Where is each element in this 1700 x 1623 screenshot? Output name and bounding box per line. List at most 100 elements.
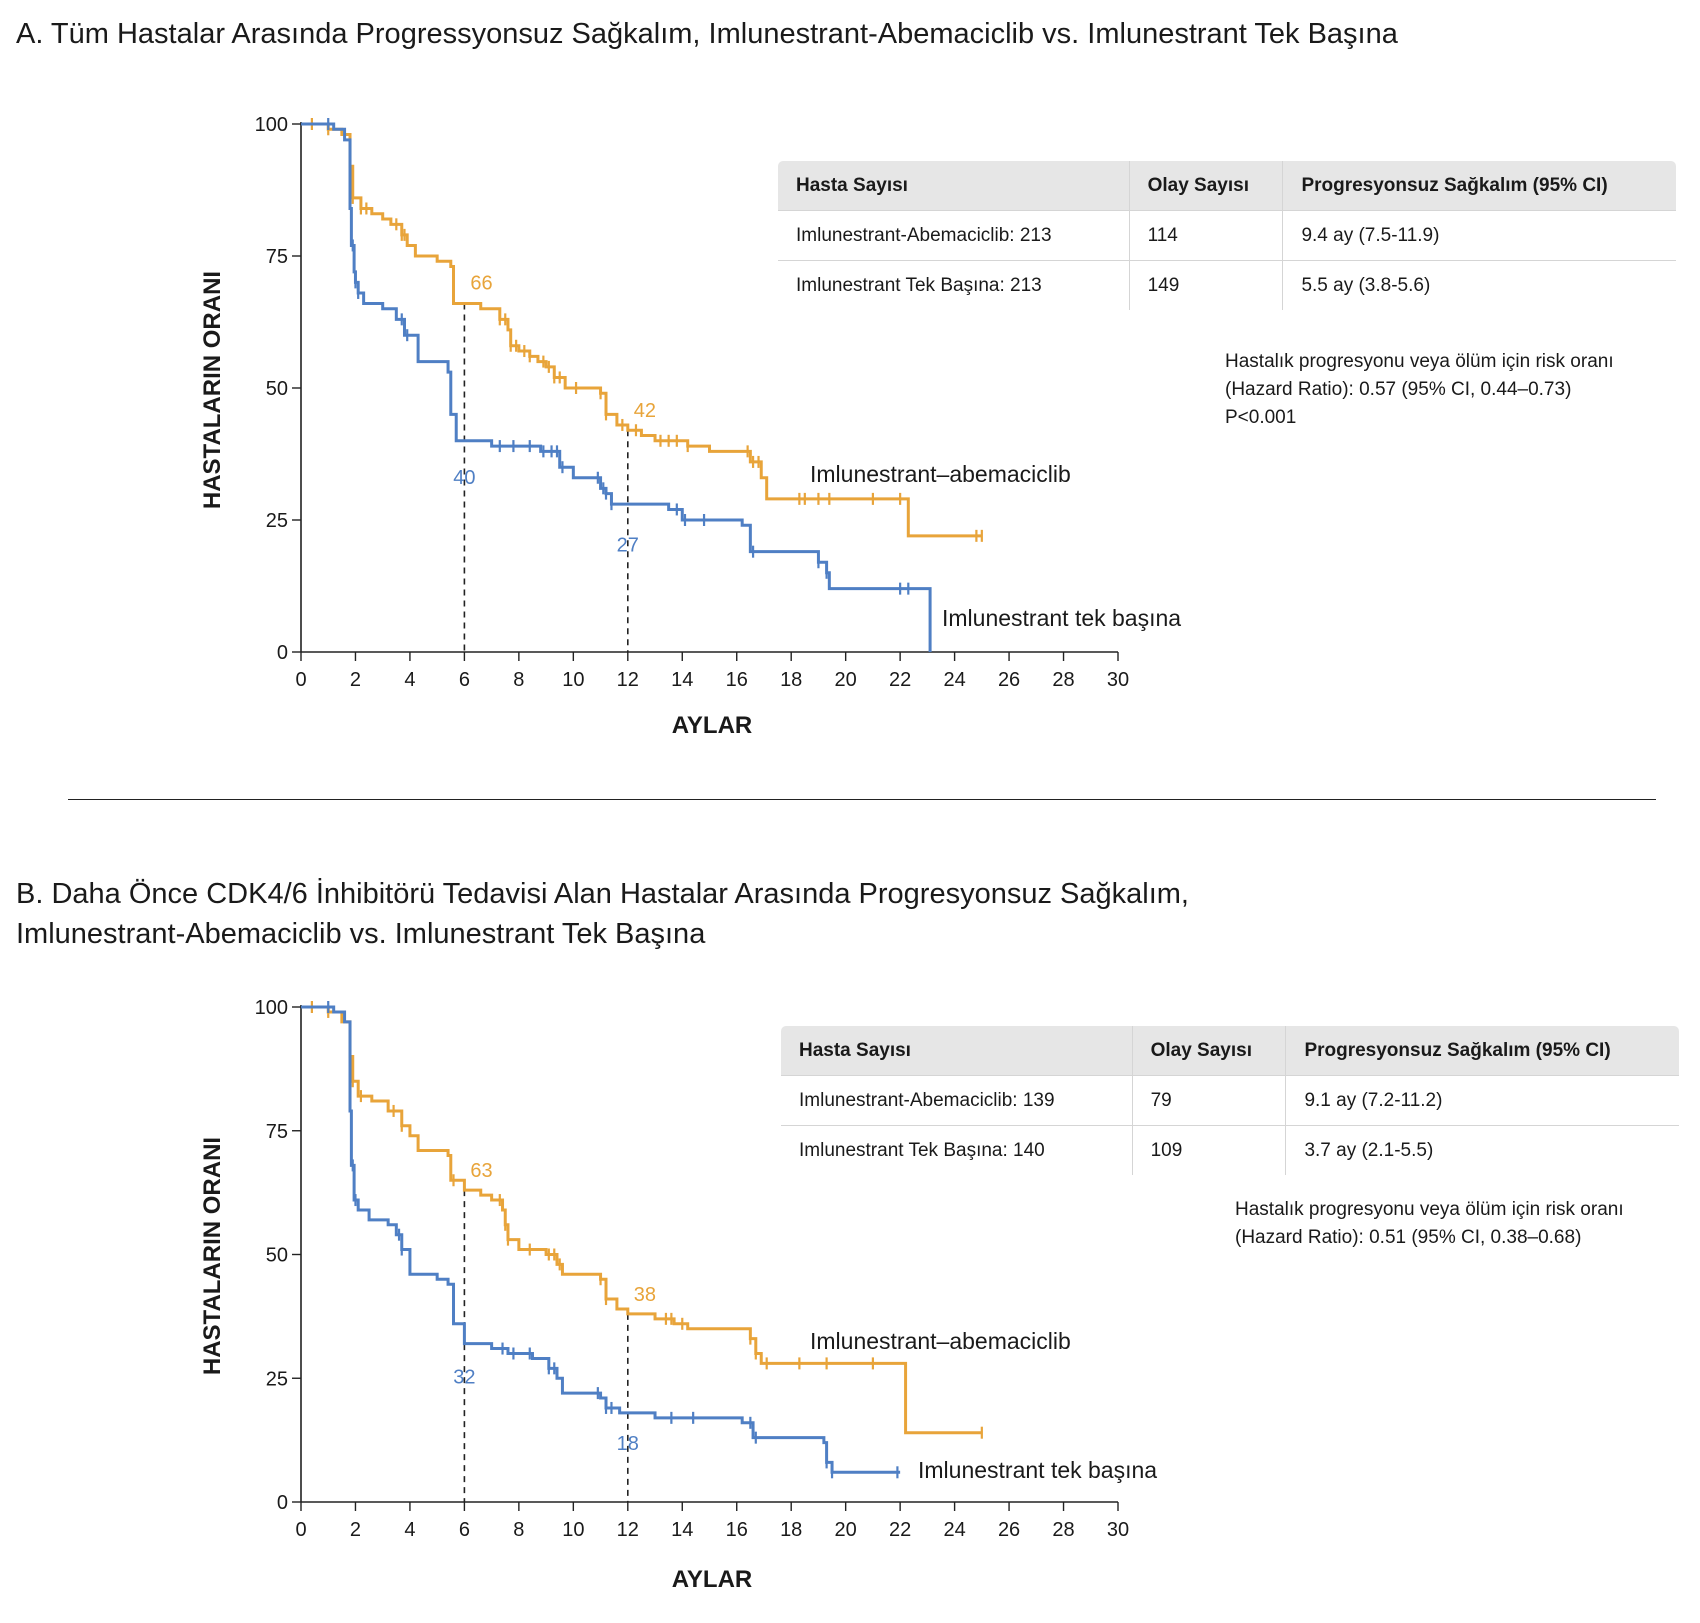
x-tick-label: 18: [780, 669, 802, 691]
x-tick-label: 26: [998, 1519, 1020, 1541]
x-tick-label: 14: [671, 1519, 693, 1541]
x-tick-label: 6: [459, 1519, 470, 1541]
table-header-row: Hasta Sayısı Olay Sayısı Progresyonsuz S…: [778, 161, 1676, 211]
x-tick-label: 4: [404, 669, 415, 691]
table-cell: 3.7 ay (2.1-5.5): [1285, 1125, 1679, 1175]
y-tick-label: 100: [255, 997, 288, 1019]
landmark-value-label: 32: [453, 1367, 475, 1389]
y-tick-label: 50: [266, 1245, 288, 1267]
hazard-line: Hastalık progresyonu veya ölüm için risk…: [1235, 1199, 1624, 1220]
x-tick-label: 10: [562, 1519, 584, 1541]
table-row: Imlunestrant-Abemaciclib: 213 114 9.4 ay…: [778, 210, 1676, 261]
landmark-value-label: 66: [470, 273, 492, 295]
hazard-line: (Hazard Ratio): 0.51 (95% CI, 0.38–0.68): [1235, 1227, 1582, 1248]
x-tick-label: 20: [835, 1519, 857, 1541]
x-tick-label: 0: [295, 669, 306, 691]
panel-divider: [68, 799, 1656, 800]
x-tick-label: 2: [350, 1519, 361, 1541]
x-tick-label: 8: [513, 1519, 524, 1541]
x-tick-label: 26: [998, 669, 1020, 691]
landmark-value-label: 27: [617, 534, 639, 556]
p-value: P<0.001: [1225, 407, 1297, 428]
series-label: Imlunestrant–abemaciclib: [810, 461, 1071, 487]
y-tick-label: 50: [266, 378, 288, 400]
x-axis-title: AYLAR: [672, 712, 752, 739]
hazard-line: (Hazard Ratio): 0.57 (95% CI, 0.44–0.73): [1225, 379, 1572, 400]
x-tick-label: 12: [617, 1519, 639, 1541]
panel-b-summary-table: Hasta Sayısı Olay Sayısı Progresyonsuz S…: [780, 1025, 1680, 1176]
table-header-row: Hasta Sayısı Olay Sayısı Progresyonsuz S…: [781, 1026, 1679, 1076]
curve-imlunestrant-alone: [301, 1005, 901, 1474]
x-tick-label: 30: [1107, 1519, 1129, 1541]
y-tick-label: 75: [266, 1121, 288, 1143]
panel-b-title-line1: B. Daha Önce CDK4/6 İnhibitörü Tedavisi …: [16, 878, 1189, 910]
header-event-count: Olay Sayısı: [1131, 1026, 1286, 1076]
landmark-value-label: 42: [634, 400, 656, 422]
y-tick-label: 75: [266, 246, 288, 268]
x-tick-label: 4: [404, 1519, 415, 1541]
panel-b-title-line2: Imlunestrant-Abemaciclib vs. Imlunestran…: [16, 918, 706, 950]
landmark-value-label: 63: [470, 1160, 492, 1182]
panel-a-hazard-ratio: Hastalık progresyonu veya ölüm için risk…: [1225, 348, 1614, 432]
table-cell: 5.5 ay (3.8-5.6): [1282, 260, 1676, 310]
x-tick-label: 14: [671, 669, 693, 691]
y-tick-label: 0: [277, 642, 288, 664]
x-tick-label: 2: [350, 669, 361, 691]
x-tick-label: 0: [295, 1519, 306, 1541]
x-tick-label: 12: [617, 669, 639, 691]
table-cell: 79: [1131, 1075, 1286, 1126]
x-tick-label: 30: [1107, 669, 1129, 691]
x-tick-label: 22: [889, 669, 911, 691]
x-tick-label: 24: [943, 1519, 965, 1541]
header-pfs: Progresyonsuz Sağkalım (95% CI): [1285, 1026, 1679, 1076]
table-row: Imlunestrant-Abemaciclib: 139 79 9.1 ay …: [781, 1075, 1679, 1126]
table-row: Imlunestrant Tek Başına: 213 149 5.5 ay …: [778, 260, 1676, 310]
header-patient-count: Hasta Sayısı: [778, 161, 1130, 211]
landmark-value-label: 38: [634, 1284, 656, 1306]
series-label: Imlunestrant tek başına: [918, 1457, 1157, 1483]
header-event-count: Olay Sayısı: [1128, 161, 1283, 211]
hazard-line: Hastalık progresyonu veya ölüm için risk…: [1225, 351, 1614, 372]
panel-a: A. Tüm Hastalar Arasında Progressyonsuz …: [0, 0, 1700, 790]
x-tick-label: 16: [726, 1519, 748, 1541]
y-tick-label: 25: [266, 510, 288, 532]
table-cell: 9.1 ay (7.2-11.2): [1285, 1075, 1679, 1126]
curve-imlunestrant-alone: [301, 122, 932, 652]
y-tick-label: 0: [277, 1492, 288, 1514]
panel-a-title: A. Tüm Hastalar Arasında Progressyonsuz …: [16, 18, 1398, 50]
series-label: Imlunestrant–abemaciclib: [810, 1328, 1071, 1354]
x-tick-label: 16: [726, 669, 748, 691]
panel-b-hazard-ratio: Hastalık progresyonu veya ölüm için risk…: [1235, 1196, 1624, 1252]
table-row: Imlunestrant Tek Başına: 140 109 3.7 ay …: [781, 1125, 1679, 1175]
panel-b: B. Daha Önce CDK4/6 İnhibitörü Tedavisi …: [0, 860, 1700, 1623]
x-tick-label: 20: [835, 669, 857, 691]
table-cell: Imlunestrant-Abemaciclib: 139: [781, 1075, 1133, 1126]
x-tick-label: 8: [513, 669, 524, 691]
header-pfs: Progresyonsuz Sağkalım (95% CI): [1282, 161, 1676, 211]
x-tick-label: 6: [459, 669, 470, 691]
table-cell: Imlunestrant Tek Başına: 140: [781, 1125, 1133, 1175]
landmark-value-label: 40: [453, 467, 475, 489]
panel-b-title: B. Daha Önce CDK4/6 İnhibitörü Tedavisi …: [16, 874, 1416, 954]
x-tick-label: 24: [943, 669, 965, 691]
x-tick-label: 28: [1052, 1519, 1074, 1541]
panel-a-summary-table: Hasta Sayısı Olay Sayısı Progresyonsuz S…: [777, 160, 1677, 311]
x-tick-label: 22: [889, 1519, 911, 1541]
chart-a: 0 2 4 6 8 10 12 14 16 18 20 22 24 26 28 300255075100AYL…: [199, 114, 1181, 739]
table-cell: Imlunestrant-Abemaciclib: 213: [778, 210, 1130, 261]
table-cell: 109: [1131, 1125, 1286, 1175]
chart-b: 0 2 4 6 8 10 12 14 16 18 20 22 24 26 28 300255075100AYL…: [199, 997, 1157, 1593]
x-tick-label: 18: [780, 1519, 802, 1541]
y-axis-title: HASTALARIN ORANI: [199, 1137, 226, 1375]
x-axis-title: AYLAR: [672, 1566, 752, 1593]
x-tick-label: 10: [562, 669, 584, 691]
table-cell: 149: [1128, 260, 1283, 310]
table-cell: Imlunestrant Tek Başına: 213: [778, 260, 1130, 310]
y-tick-label: 25: [266, 1368, 288, 1390]
table-cell: 9.4 ay (7.5-11.9): [1282, 210, 1676, 261]
y-axis-title: HASTALARIN ORANI: [199, 271, 226, 509]
series-label: Imlunestrant tek başına: [942, 605, 1181, 631]
x-tick-label: 28: [1052, 669, 1074, 691]
header-patient-count: Hasta Sayısı: [781, 1026, 1133, 1076]
y-tick-label: 100: [255, 114, 288, 136]
